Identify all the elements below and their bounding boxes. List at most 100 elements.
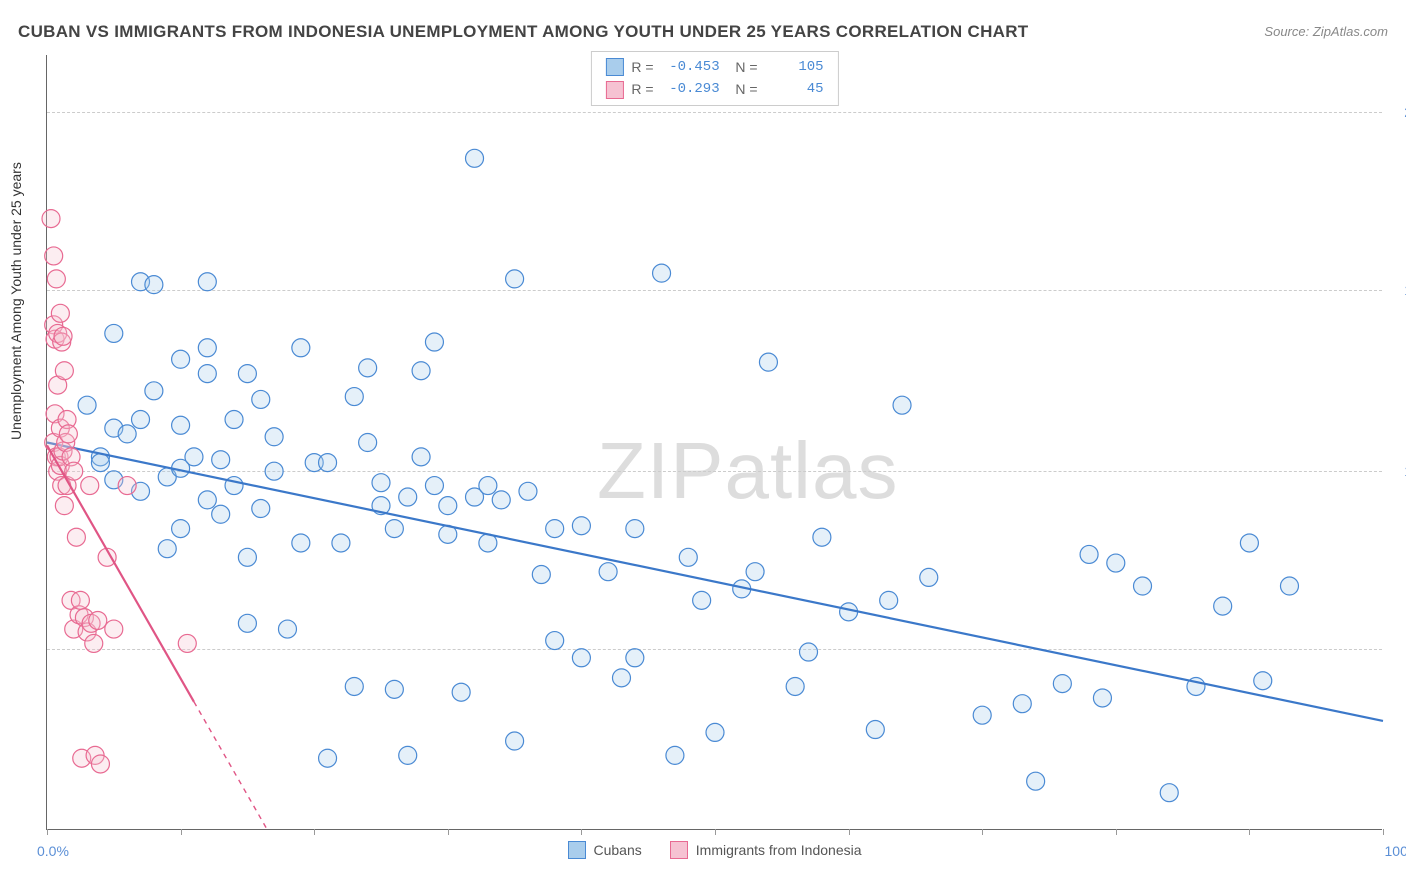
- scatter-point: [59, 425, 77, 443]
- scatter-point: [132, 411, 150, 429]
- source-credit: Source: ZipAtlas.com: [1264, 24, 1388, 39]
- scatter-point: [91, 454, 109, 472]
- scatter-point: [55, 497, 73, 515]
- scatter-point: [238, 365, 256, 383]
- scatter-point: [399, 488, 417, 506]
- r-label: R =: [631, 56, 653, 78]
- scatter-point: [385, 680, 403, 698]
- x-axis-min-label: 0.0%: [37, 843, 69, 859]
- legend-swatch: [670, 841, 688, 859]
- scatter-point: [319, 454, 337, 472]
- scatter-point: [1160, 784, 1178, 802]
- scatter-point: [666, 746, 684, 764]
- scatter-point: [172, 350, 190, 368]
- scatter-point: [706, 723, 724, 741]
- scatter-point: [626, 520, 644, 538]
- scatter-point: [178, 634, 196, 652]
- n-label: N =: [728, 56, 758, 78]
- scatter-point: [55, 362, 73, 380]
- scatter-point: [1280, 577, 1298, 595]
- scatter-point: [599, 563, 617, 581]
- scatter-point: [653, 264, 671, 282]
- scatter-point: [292, 534, 310, 552]
- scatter-point: [158, 540, 176, 558]
- scatter-point: [466, 149, 484, 167]
- scatter-point: [212, 505, 230, 523]
- stats-legend: R = -0.453 N = 105 R = -0.293 N = 45: [590, 51, 838, 106]
- scatter-point: [399, 746, 417, 764]
- scatter-point: [185, 448, 203, 466]
- scatter-point: [67, 528, 85, 546]
- scatter-point: [693, 591, 711, 609]
- swatch-indonesia: [605, 81, 623, 99]
- scatter-point: [746, 563, 764, 581]
- r-value-cubans: -0.453: [662, 56, 720, 78]
- legend-swatch: [568, 841, 586, 859]
- scatter-point: [532, 566, 550, 584]
- scatter-point: [372, 474, 390, 492]
- scatter-point: [546, 632, 564, 650]
- scatter-point: [118, 477, 136, 495]
- scatter-point: [385, 520, 403, 538]
- scatter-point: [45, 247, 63, 265]
- legend-item: Immigrants from Indonesia: [670, 841, 862, 859]
- scatter-point: [1254, 672, 1272, 690]
- source-link[interactable]: ZipAtlas.com: [1313, 24, 1388, 39]
- scatter-point: [973, 706, 991, 724]
- scatter-point: [1013, 695, 1031, 713]
- legend-label: Immigrants from Indonesia: [696, 842, 862, 858]
- scatter-point: [332, 534, 350, 552]
- scatter-point: [412, 448, 430, 466]
- scatter-point: [105, 620, 123, 638]
- x-tick-mark: [1383, 829, 1384, 835]
- scatter-point: [345, 388, 363, 406]
- scatter-point: [439, 497, 457, 515]
- r-value-indonesia: -0.293: [662, 78, 720, 100]
- scatter-point: [198, 273, 216, 291]
- scatter-point: [85, 634, 103, 652]
- scatter-point: [81, 477, 99, 495]
- scatter-point: [425, 477, 443, 495]
- scatter-point: [572, 517, 590, 535]
- scatter-point: [91, 755, 109, 773]
- scatter-point: [800, 643, 818, 661]
- x-tick-mark: [849, 829, 850, 835]
- scatter-point: [452, 683, 470, 701]
- scatter-point: [506, 270, 524, 288]
- x-tick-mark: [1116, 829, 1117, 835]
- scatter-svg: [47, 55, 1382, 829]
- scatter-point: [198, 365, 216, 383]
- x-tick-mark: [181, 829, 182, 835]
- trend-line-dashed: [194, 702, 267, 830]
- n-value-indonesia: 45: [766, 78, 824, 100]
- scatter-point: [506, 732, 524, 750]
- scatter-point: [292, 339, 310, 357]
- scatter-point: [359, 434, 377, 452]
- trend-line: [47, 443, 1383, 721]
- scatter-point: [212, 451, 230, 469]
- x-tick-mark: [1249, 829, 1250, 835]
- scatter-point: [786, 677, 804, 695]
- chart-title: CUBAN VS IMMIGRANTS FROM INDONESIA UNEMP…: [18, 22, 1029, 42]
- scatter-point: [252, 390, 270, 408]
- stats-row: R = -0.453 N = 105: [605, 56, 823, 78]
- scatter-point: [238, 548, 256, 566]
- scatter-point: [118, 425, 136, 443]
- scatter-point: [47, 270, 65, 288]
- scatter-point: [54, 327, 72, 345]
- scatter-point: [880, 591, 898, 609]
- stats-row: R = -0.293 N = 45: [605, 78, 823, 100]
- scatter-point: [89, 611, 107, 629]
- scatter-point: [1053, 675, 1071, 693]
- scatter-point: [425, 333, 443, 351]
- scatter-point: [278, 620, 296, 638]
- scatter-point: [626, 649, 644, 667]
- scatter-point: [1093, 689, 1111, 707]
- legend-label: Cubans: [594, 842, 642, 858]
- scatter-point: [1214, 597, 1232, 615]
- x-axis-max-label: 100.0%: [1385, 843, 1406, 859]
- scatter-point: [42, 210, 60, 228]
- scatter-point: [412, 362, 430, 380]
- scatter-point: [105, 324, 123, 342]
- scatter-point: [319, 749, 337, 767]
